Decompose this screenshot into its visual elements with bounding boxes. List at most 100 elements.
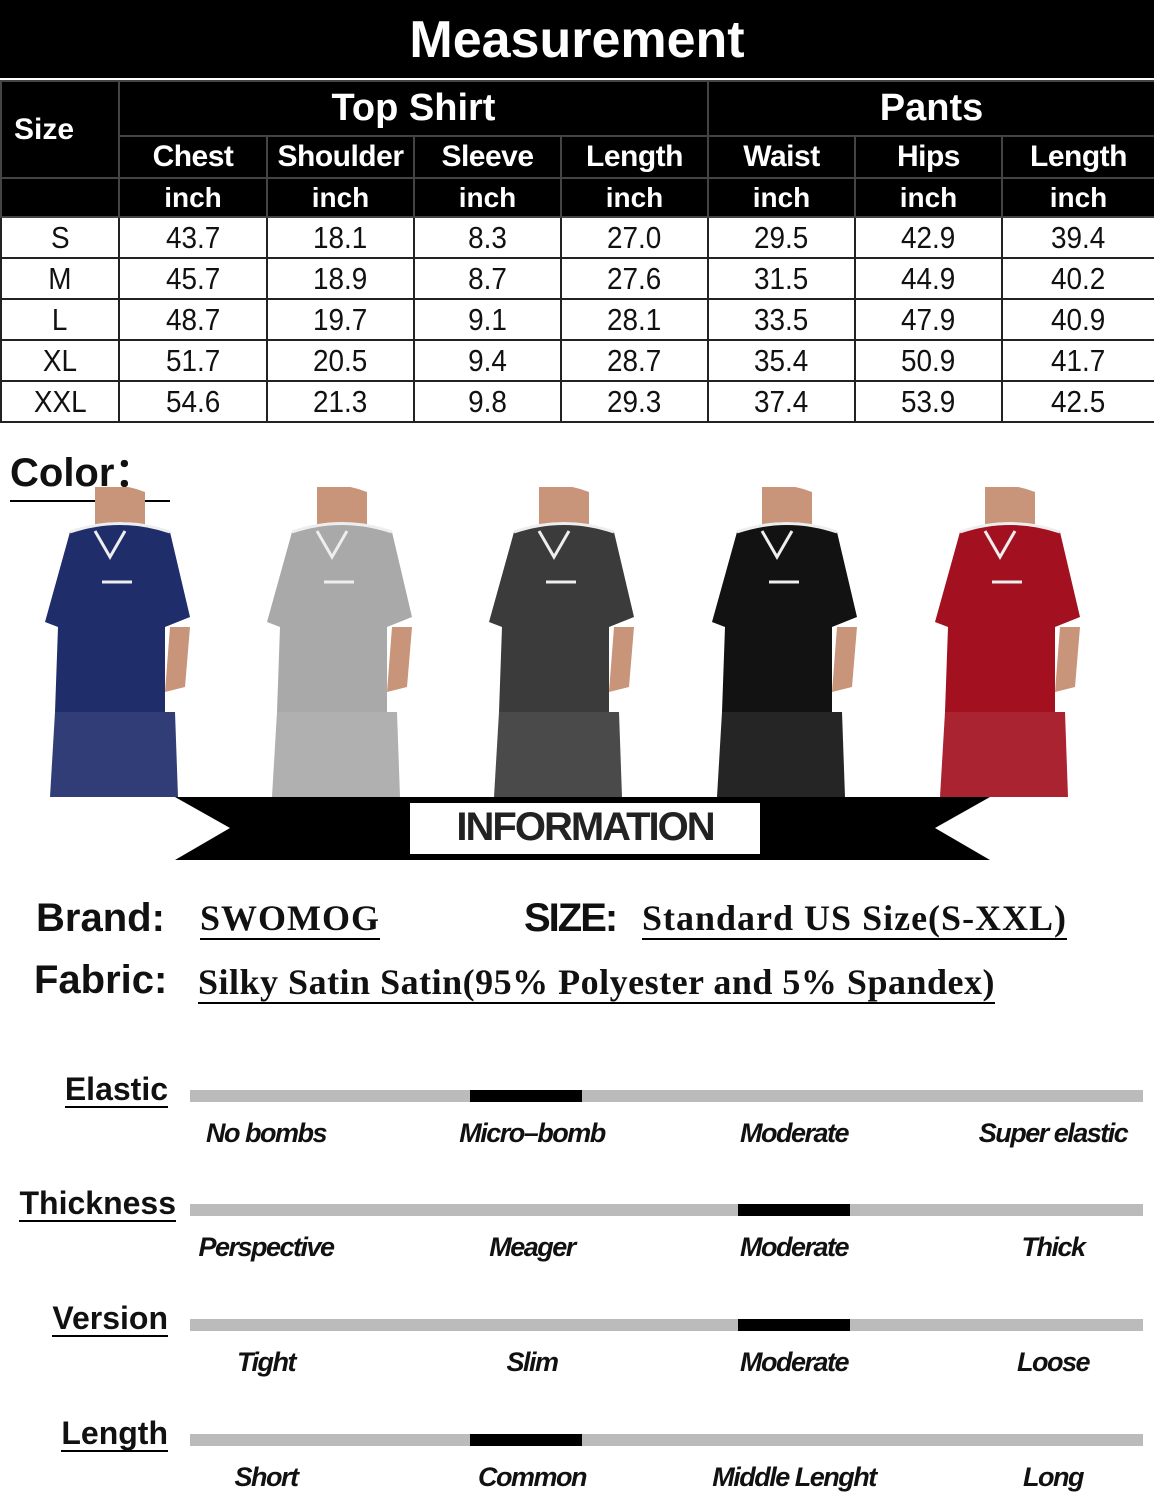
table-cell: 37.4	[707, 381, 856, 423]
table-cell: 18.1	[266, 217, 415, 259]
property-level-indicator	[470, 1090, 582, 1102]
property-option: Thick	[1021, 1232, 1086, 1262]
table-cell: 8.3	[413, 217, 562, 259]
table-cell: 33.5	[707, 299, 856, 341]
property-scale-track	[190, 1434, 1143, 1446]
table-cell: 35.4	[707, 340, 856, 382]
property-label: Thickness	[19, 1185, 176, 1222]
table-cell: 53.9	[854, 381, 1003, 423]
table-cell: 8.7	[413, 258, 562, 300]
cell-text: 31.5	[754, 260, 809, 296]
table-cell: 31.5	[707, 258, 856, 300]
cell-text: 8.3	[468, 219, 507, 255]
cell-text: 29.5	[754, 219, 809, 255]
property-option: Micro–bomb	[459, 1118, 606, 1148]
property-label: Length	[61, 1415, 168, 1452]
cell-text: M	[48, 260, 72, 296]
cell-text: S	[50, 219, 70, 255]
cell-text: 20.5	[313, 342, 368, 378]
color-swatch-shirt[interactable]	[484, 485, 644, 797]
table-cell: 50.9	[854, 340, 1003, 382]
fabric-value: Silky Satin Satin(95% Polyester and 5% S…	[198, 962, 995, 1004]
table-cell: 54.6	[118, 381, 268, 423]
cell-text: XL	[42, 342, 78, 378]
color-swatch-shirt[interactable]	[707, 485, 867, 797]
table-cell: 9.4	[413, 340, 562, 382]
table-cell: 42.5	[1000, 381, 1154, 423]
property-scale-track	[190, 1319, 1143, 1331]
group-pants: Pants	[706, 80, 1154, 137]
measurement-title: Measurement	[0, 0, 1154, 78]
cell-text: 45.7	[165, 260, 221, 296]
cell-text: 42.9	[901, 219, 956, 255]
table-cell: 48.7	[118, 299, 268, 341]
size-header: Size	[0, 80, 120, 179]
size-cell: XL	[0, 340, 120, 382]
cell-text: 54.6	[165, 383, 221, 419]
cell-text: 9.4	[468, 342, 507, 378]
property-option: Meager	[489, 1232, 576, 1262]
table-cell: 27.0	[560, 217, 709, 259]
table-row: S 43.7 18.1 8.3 27.0 29.5 42.9 39.4	[0, 217, 1154, 259]
cell-text: 43.7	[165, 219, 221, 255]
cell-text: 40.2	[1051, 260, 1106, 296]
table-row: L 48.7 19.7 9.1 28.1 33.5 47.9 40.9	[0, 299, 1154, 341]
property-option: No bombs	[206, 1118, 328, 1148]
unit-label: inch	[854, 177, 1003, 218]
table-cell: 41.7	[1000, 340, 1154, 382]
shirt-icon	[712, 485, 857, 797]
table-cell: 27.6	[560, 258, 709, 300]
property-option: Long	[1023, 1462, 1084, 1492]
cell-text: 28.7	[607, 342, 662, 378]
unit-label: inch	[560, 177, 709, 218]
column-header: Waist	[707, 135, 856, 179]
shirt-icon	[489, 485, 634, 797]
color-swatch-shirt[interactable]	[40, 485, 200, 797]
table-cell: 51.7	[118, 340, 268, 382]
cell-text: 44.9	[901, 260, 956, 296]
table-cell: 28.1	[560, 299, 709, 341]
color-swatch-shirt[interactable]	[930, 485, 1090, 797]
cell-text: 9.8	[468, 383, 507, 419]
table-cell: 9.8	[413, 381, 562, 423]
table-cell: 19.7	[266, 299, 415, 341]
unit-label: inch	[266, 177, 415, 218]
shirt-icon	[45, 485, 190, 797]
brand-value: SWOMOG	[200, 898, 381, 940]
property-option: Moderate	[739, 1118, 850, 1148]
cell-text: 21.3	[313, 383, 368, 419]
size-cell: XXL	[0, 381, 120, 423]
property-option: Short	[234, 1462, 300, 1492]
table-cell: 40.2	[1000, 258, 1154, 300]
property-option: Tight	[237, 1347, 296, 1377]
cell-text: 42.5	[1051, 383, 1106, 419]
column-header: Hips	[854, 135, 1003, 179]
cell-text: 19.7	[313, 301, 368, 337]
cell-text: 29.3	[607, 383, 662, 419]
cell-text: 27.6	[607, 260, 662, 296]
property-label: Elastic	[64, 1071, 168, 1108]
property-label: Version	[52, 1300, 168, 1337]
size-cell: S	[0, 217, 120, 259]
cell-text: 41.7	[1051, 342, 1106, 378]
table-cell: 39.4	[1000, 217, 1154, 259]
column-header: Shoulder	[266, 135, 415, 179]
property-scale-track	[190, 1090, 1143, 1102]
column-header: Length	[560, 135, 709, 179]
table-cell: 40.9	[1000, 299, 1154, 341]
property-option: Middle Lenght	[712, 1462, 877, 1492]
cell-text: L	[52, 301, 68, 337]
color-swatch-shirt[interactable]	[262, 485, 422, 797]
unit-label: inch	[1000, 177, 1154, 218]
property-level-indicator	[738, 1319, 850, 1331]
property-option: Common	[478, 1462, 588, 1492]
cell-text: 51.7	[165, 342, 221, 378]
table-cell: 9.1	[413, 299, 562, 341]
cell-text: 50.9	[901, 342, 956, 378]
table-cell: 20.5	[266, 340, 415, 382]
property-option: Super elastic	[978, 1118, 1129, 1148]
shirt-icon	[935, 485, 1080, 797]
table-cell: 28.7	[560, 340, 709, 382]
table-cell: 45.7	[118, 258, 268, 300]
table-row: XL 51.7 20.5 9.4 28.7 35.4 50.9 41.7	[0, 340, 1154, 382]
